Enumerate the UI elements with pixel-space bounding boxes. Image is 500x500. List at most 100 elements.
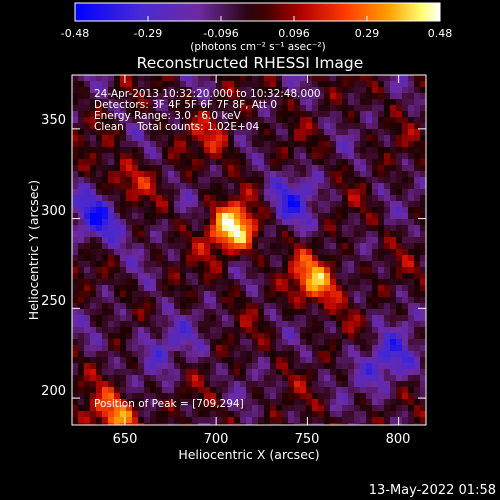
image-pixel — [324, 135, 331, 142]
image-pixel — [132, 339, 139, 346]
image-pixel — [414, 255, 421, 262]
image-pixel — [270, 231, 277, 238]
image-pixel — [384, 249, 391, 256]
image-pixel — [186, 417, 193, 424]
image-pixel — [390, 165, 397, 172]
image-pixel — [306, 165, 313, 172]
image-pixel — [384, 261, 391, 268]
image-pixel — [342, 267, 349, 274]
image-pixel — [102, 207, 109, 214]
image-pixel — [90, 345, 97, 352]
image-pixel — [144, 207, 151, 214]
image-pixel — [90, 171, 97, 178]
image-pixel — [240, 297, 247, 304]
image-pixel — [192, 411, 199, 418]
image-pixel — [270, 141, 277, 148]
image-pixel — [270, 117, 277, 124]
image-pixel — [138, 333, 145, 340]
image-pixel — [234, 369, 241, 376]
image-pixel — [198, 339, 205, 346]
image-pixel — [330, 87, 337, 94]
image-pixel — [318, 195, 325, 202]
image-pixel — [390, 99, 397, 106]
image-pixel — [378, 327, 385, 334]
image-pixel — [156, 183, 163, 190]
image-pixel — [72, 81, 79, 88]
image-pixel — [402, 231, 409, 238]
image-pixel — [288, 363, 295, 370]
image-pixel — [414, 303, 421, 310]
image-pixel — [414, 237, 421, 244]
image-pixel — [144, 75, 151, 82]
image-pixel — [240, 273, 247, 280]
image-pixel — [264, 417, 271, 424]
image-pixel — [78, 117, 85, 124]
image-pixel — [408, 207, 415, 214]
image-pixel — [324, 219, 331, 226]
image-pixel — [318, 321, 325, 328]
image-pixel — [114, 333, 121, 340]
image-pixel — [324, 111, 331, 118]
image-pixel — [396, 219, 403, 226]
image-pixel — [198, 177, 205, 184]
image-pixel — [84, 213, 91, 220]
image-pixel — [144, 147, 151, 154]
image-pixel — [402, 279, 409, 286]
image-pixel — [378, 189, 385, 196]
image-pixel — [234, 345, 241, 352]
image-pixel — [390, 381, 397, 388]
image-pixel — [288, 357, 295, 364]
image-pixel — [318, 243, 325, 250]
image-pixel — [144, 399, 151, 406]
image-pixel — [300, 387, 307, 394]
image-pixel — [78, 333, 85, 340]
image-pixel — [390, 105, 397, 112]
image-pixel — [138, 201, 145, 208]
image-pixel — [282, 213, 289, 220]
image-pixel — [90, 135, 97, 142]
image-pixel — [366, 183, 373, 190]
image-pixel — [360, 357, 367, 364]
image-pixel — [120, 111, 127, 118]
image-pixel — [378, 201, 385, 208]
image-pixel — [96, 297, 103, 304]
image-pixel — [132, 117, 139, 124]
image-pixel — [156, 219, 163, 226]
image-pixel — [78, 291, 85, 298]
image-pixel — [330, 129, 337, 136]
image-pixel — [216, 111, 223, 118]
image-pixel — [198, 207, 205, 214]
image-pixel — [246, 183, 253, 190]
image-pixel — [378, 297, 385, 304]
image-pixel — [294, 363, 301, 370]
image-pixel — [78, 309, 85, 316]
image-pixel — [348, 345, 355, 352]
image-pixel — [390, 261, 397, 268]
image-pixel — [192, 303, 199, 310]
image-pixel — [360, 147, 367, 154]
image-pixel — [162, 117, 169, 124]
image-pixel — [96, 381, 103, 388]
image-pixel — [162, 279, 169, 286]
image-pixel — [294, 267, 301, 274]
image-pixel — [114, 345, 121, 352]
image-pixel — [210, 255, 217, 262]
image-pixel — [348, 411, 355, 418]
image-pixel — [396, 207, 403, 214]
image-pixel — [324, 129, 331, 136]
image-pixel — [264, 237, 271, 244]
image-pixel — [312, 201, 319, 208]
image-pixel — [390, 195, 397, 202]
image-pixel — [204, 339, 211, 346]
image-pixel — [348, 129, 355, 136]
image-pixel — [270, 219, 277, 226]
image-pixel — [348, 333, 355, 340]
image-pixel — [324, 273, 331, 280]
image-pixel — [132, 357, 139, 364]
image-pixel — [282, 87, 289, 94]
image-pixel — [342, 231, 349, 238]
image-pixel — [210, 213, 217, 220]
image-pixel — [72, 387, 79, 394]
image-pixel — [402, 165, 409, 172]
image-pixel — [408, 159, 415, 166]
